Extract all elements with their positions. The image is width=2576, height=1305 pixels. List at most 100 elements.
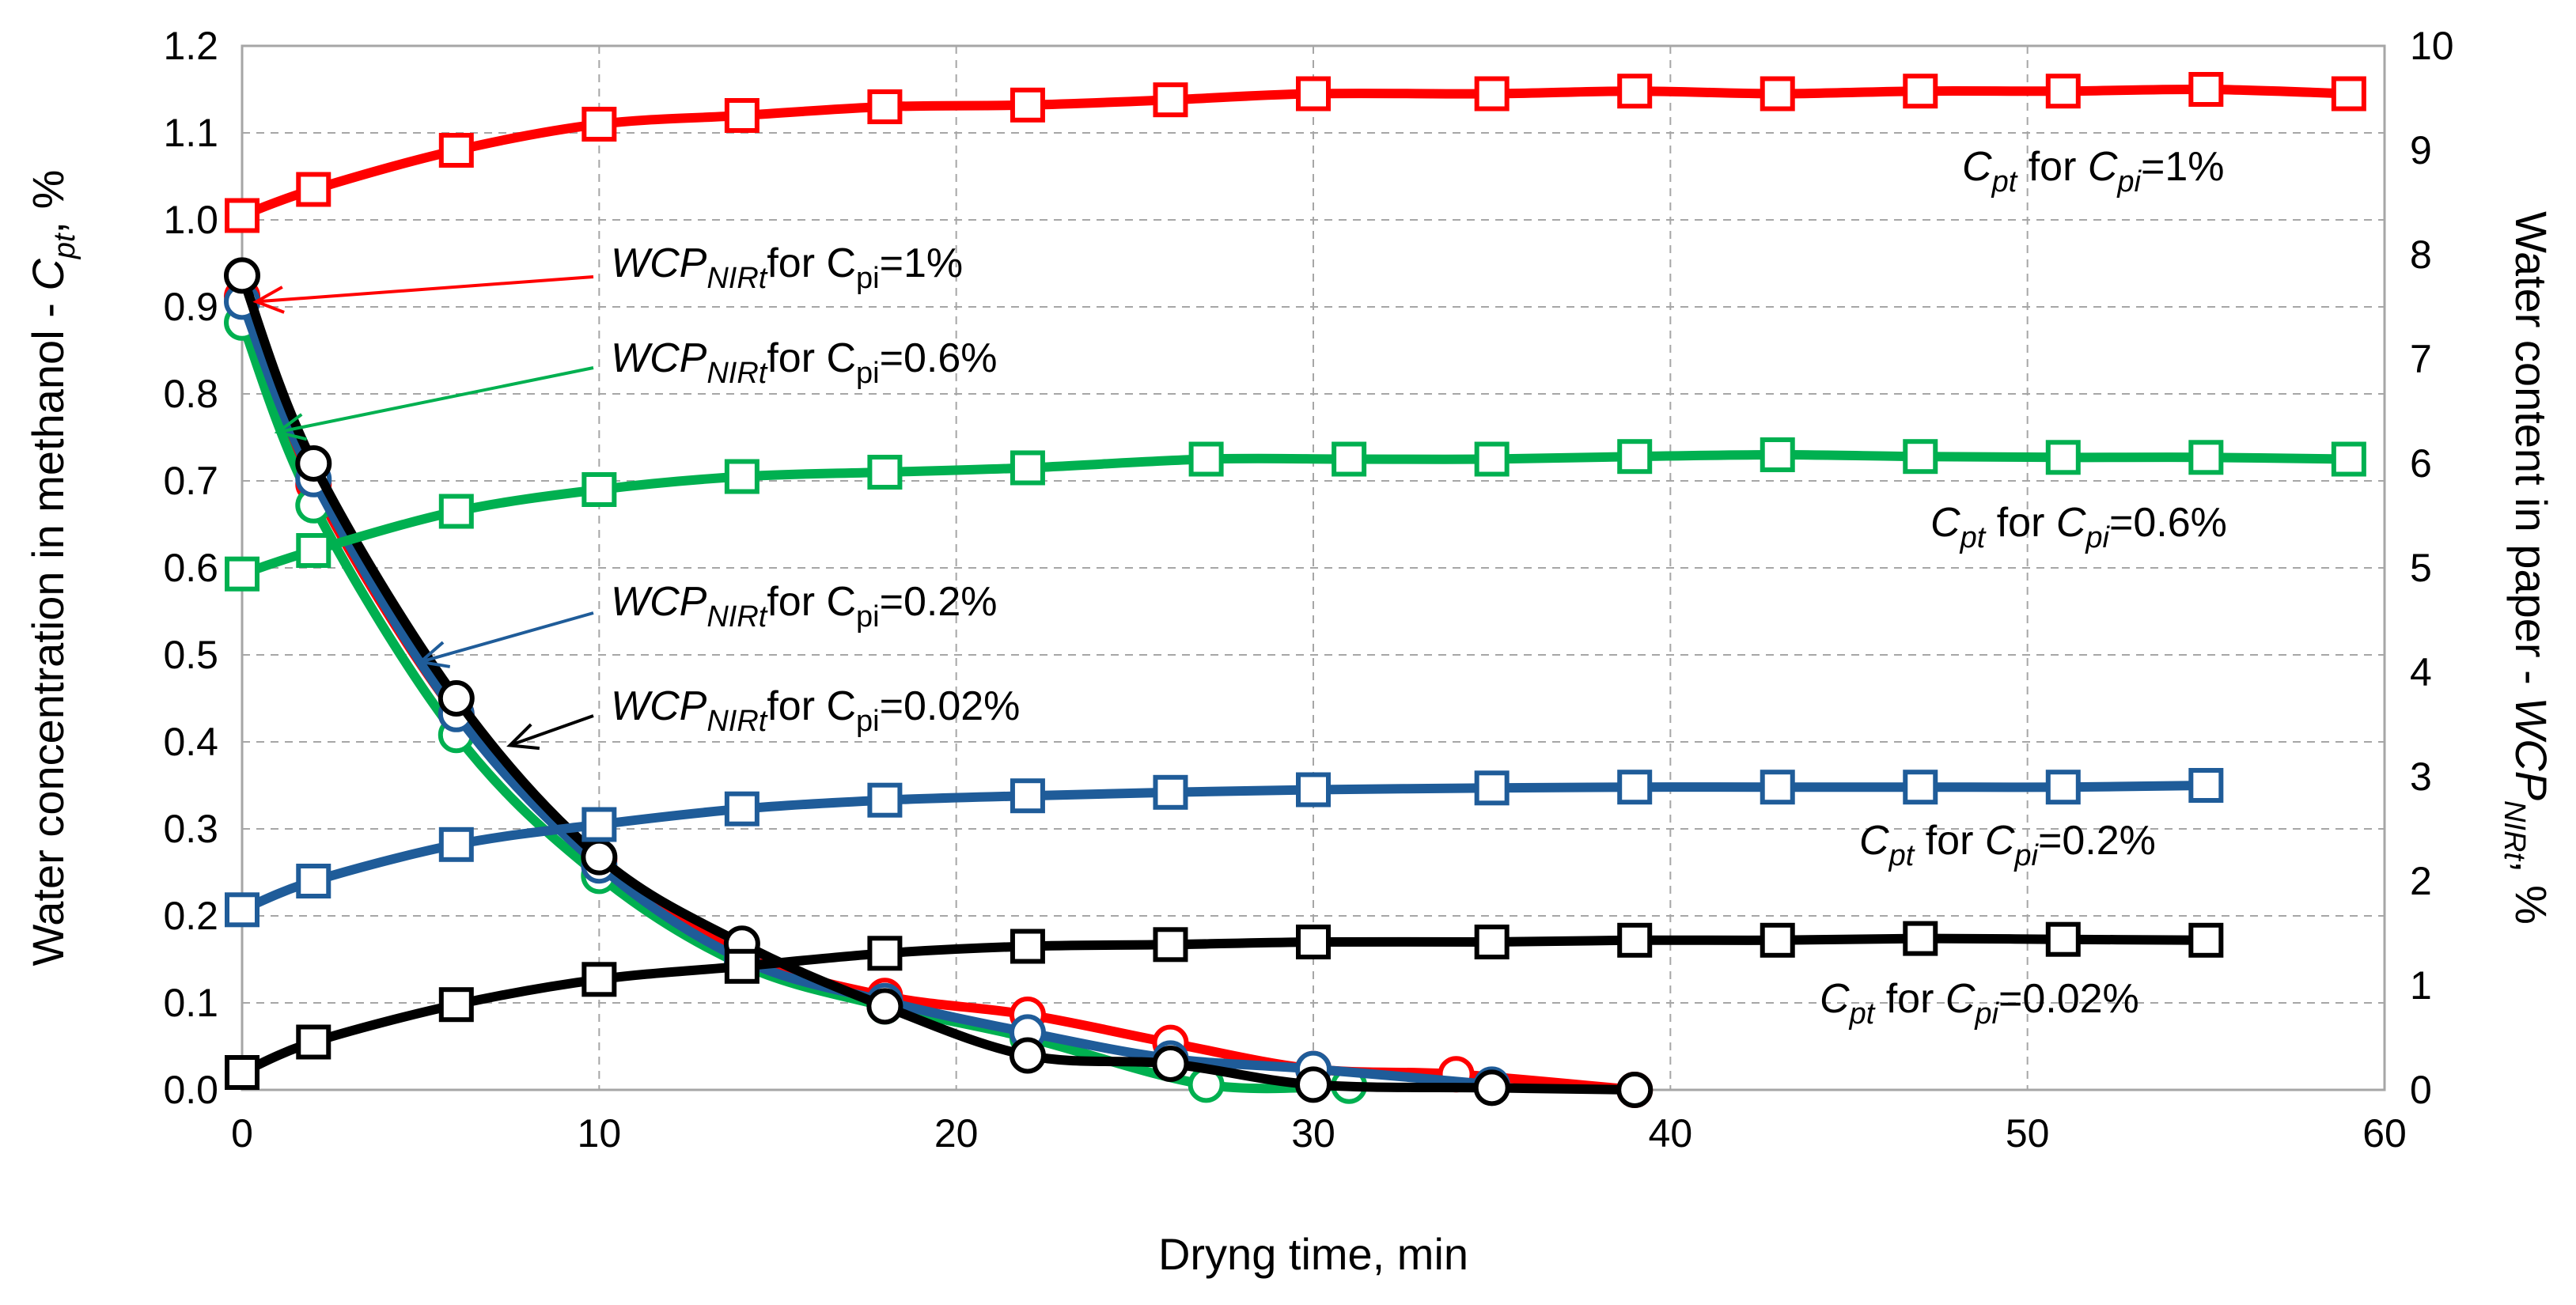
y-right-tick-label: 4 — [2410, 650, 2432, 694]
series-layer — [224, 72, 2366, 1108]
square-marker — [1010, 450, 1045, 486]
y-right-tick-label: 2 — [2410, 859, 2432, 903]
x-tick-label: 10 — [578, 1111, 622, 1156]
square-marker — [2331, 441, 2366, 477]
square-marker — [867, 89, 903, 124]
annotation-arrow — [509, 714, 594, 747]
square-marker — [1617, 922, 1653, 958]
y-left-tick-label: 0.3 — [163, 807, 218, 851]
x-tick-label: 30 — [1291, 1111, 1335, 1156]
square-marker — [1153, 82, 1188, 118]
y-left-tick-label: 0.9 — [163, 285, 218, 329]
square-marker — [1153, 927, 1188, 963]
square-marker — [581, 107, 617, 142]
circle-marker — [581, 838, 618, 876]
y-left-tick-labels: 0.0 0.1 0.2 0.3 0.4 0.5 0.6 0.7 0.8 0.9 1.0 1.1 1.2 — [163, 24, 218, 1112]
series-annotation: WCPNIRtfor Cpi=0.02% — [611, 683, 1020, 738]
arrow-head — [252, 286, 285, 314]
series-cpt — [225, 72, 2366, 233]
square-marker — [2331, 76, 2366, 112]
arrow-head — [506, 723, 540, 751]
series-annotation: WCPNIRtfor Cpi=0.6% — [611, 335, 997, 390]
square-marker — [1903, 770, 1938, 805]
square-marker — [225, 1055, 259, 1090]
circle-marker — [295, 445, 332, 482]
square-marker — [2188, 768, 2224, 803]
square-marker — [867, 936, 903, 971]
square-marker — [1903, 921, 1938, 956]
y-left-tick-label: 0.5 — [163, 633, 218, 677]
circle-marker — [224, 257, 260, 294]
square-marker — [1903, 439, 1938, 475]
x-tick-label: 40 — [1649, 1111, 1693, 1156]
series-cpt — [225, 921, 2224, 1090]
square-marker — [867, 782, 903, 818]
annotation-arrow — [256, 275, 594, 304]
square-marker — [724, 98, 760, 133]
square-marker — [724, 791, 760, 826]
square-marker — [225, 892, 259, 928]
square-marker — [581, 807, 617, 842]
y-left-tick-label: 0.4 — [163, 720, 218, 764]
y-right-tick-label: 3 — [2410, 755, 2432, 799]
y-right-tick-label: 1 — [2410, 963, 2432, 1008]
square-marker — [225, 198, 259, 233]
series-annotation: Cpt for Cpi=0.2% — [1859, 818, 2156, 872]
square-marker — [1296, 925, 1331, 959]
y-left-tick-label: 0.6 — [163, 546, 218, 590]
series-annotation: WCPNIRtfor Cpi=1% — [611, 240, 963, 295]
circle-marker — [866, 988, 903, 1025]
square-marker — [1153, 774, 1188, 810]
square-marker — [438, 133, 474, 168]
y-left-axis-title: Water concentration in methanol - Cpt, % — [23, 170, 81, 966]
series-wcp — [224, 257, 1654, 1108]
series-annotation: WCPNIRtfor Cpi=0.2% — [611, 579, 997, 634]
square-marker — [225, 556, 259, 592]
annotation-arrow — [277, 366, 594, 434]
square-marker — [1760, 922, 1795, 958]
square-marker — [724, 948, 760, 984]
series-cpt — [225, 437, 2366, 592]
y-left-tick-label: 0.8 — [163, 372, 218, 416]
circle-marker — [1616, 1072, 1654, 1108]
y-right-tick-label: 9 — [2410, 128, 2432, 172]
square-marker — [724, 459, 760, 494]
square-marker — [1010, 929, 1045, 964]
x-tick-label: 20 — [934, 1111, 979, 1156]
circle-marker — [1009, 1037, 1046, 1074]
square-marker — [2045, 770, 2081, 805]
series-annotation: Cpt for Cpi=1% — [1962, 144, 2225, 199]
y-right-axis-title: Water content in paper - WCPNIRt, % — [2498, 211, 2556, 925]
square-marker — [2188, 72, 2224, 107]
circle-marker — [438, 680, 475, 717]
y-left-tick-label: 0.1 — [163, 981, 218, 1025]
square-marker — [1760, 437, 1795, 472]
square-marker — [2045, 440, 2081, 475]
y-right-tick-label: 7 — [2410, 337, 2432, 381]
square-marker — [1617, 74, 1653, 109]
x-tick-labels: 0 10 20 30 40 50 60 — [231, 1111, 2407, 1156]
square-marker — [1296, 772, 1331, 808]
square-marker — [296, 172, 331, 207]
circle-marker — [1473, 1069, 1510, 1106]
y-right-tick-label: 8 — [2410, 233, 2432, 277]
square-marker — [1474, 441, 1510, 477]
y-left-tick-label: 1.2 — [163, 24, 218, 68]
arrow-head — [274, 413, 308, 441]
y-left-tick-label: 1.1 — [163, 111, 218, 155]
series-cpt — [225, 768, 2224, 928]
x-tick-label: 60 — [2362, 1111, 2407, 1156]
square-marker — [296, 864, 331, 898]
gridlines — [242, 46, 2385, 1090]
y-left-tick-label: 0.0 — [163, 1068, 218, 1112]
square-marker — [296, 533, 331, 568]
series-line — [241, 450, 2349, 579]
square-marker — [296, 1024, 331, 1060]
annotation-arrow — [420, 611, 594, 664]
series-annotation: Cpt for Cpi=0.02% — [1820, 976, 2139, 1031]
square-marker — [2045, 921, 2081, 957]
square-marker — [1617, 439, 1653, 475]
series-line — [237, 320, 1350, 1094]
square-marker — [1617, 770, 1653, 805]
y-right-tick-label: 10 — [2410, 24, 2454, 68]
